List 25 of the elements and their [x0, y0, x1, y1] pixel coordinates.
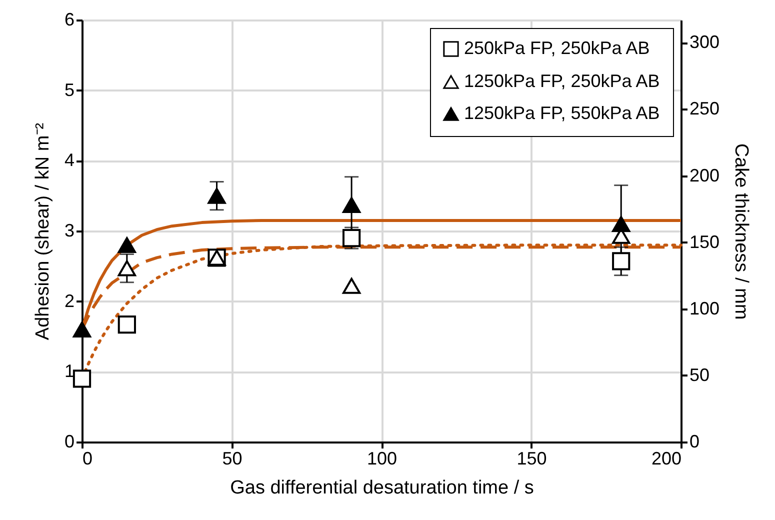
legend-label: 1250kPa FP, 250kPa AB	[464, 71, 660, 91]
y-axis-title: Adhesion (shear) / kN m⁻²	[32, 122, 54, 340]
y2-tick-label: 250	[690, 98, 720, 119]
y-tick-label: 2	[64, 290, 74, 311]
y-tick-label: 5	[64, 80, 74, 100]
x-tick-label: 150	[516, 448, 547, 468]
y-tick-label: 4	[64, 150, 74, 170]
y-tick-label: 1	[64, 361, 74, 382]
y-tick-label: 3	[64, 220, 74, 240]
y2-tick-label: 200	[690, 165, 720, 186]
x-tick-label: 200	[651, 448, 682, 468]
y2-tick-label: 0	[690, 432, 700, 452]
x-tick-label: 50	[222, 448, 242, 468]
y2-tick-label: 150	[690, 232, 720, 252]
legend-label: 1250kPa FP, 550kPa AB	[464, 103, 660, 123]
y2-tick-label: 300	[690, 32, 720, 52]
y2-tick-label: 50	[690, 364, 710, 385]
y-tick-label: 6	[64, 10, 74, 30]
x-tick-label: 100	[366, 448, 398, 468]
legend-label: 250kPa FP, 250kPa AB	[464, 38, 650, 58]
y2-tick-label: 100	[690, 298, 720, 318]
y-tick-label: 0	[64, 432, 74, 452]
y2-axis-title: Cake thickness / mm	[730, 143, 752, 320]
x-tick-label: 0	[82, 448, 93, 468]
x-axis-title: Gas differential desaturation time / s	[230, 478, 534, 498]
